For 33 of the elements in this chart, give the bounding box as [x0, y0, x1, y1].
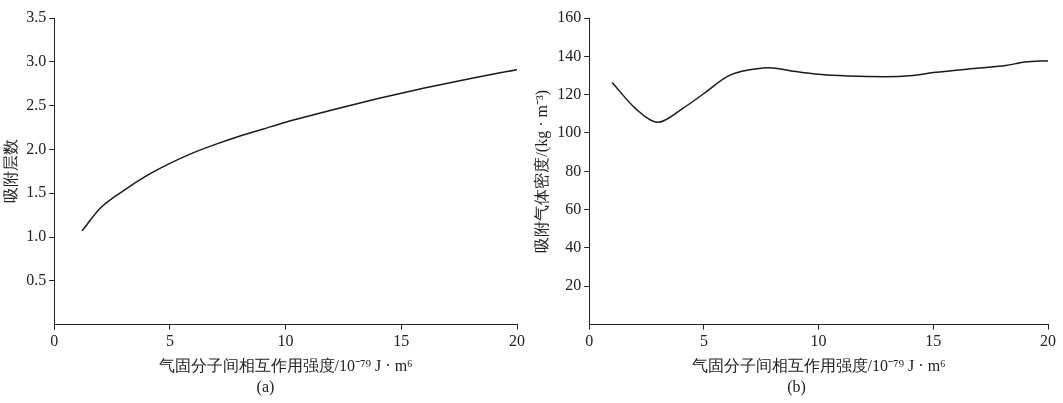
y-tick-label: 80 [565, 161, 582, 179]
line-series [81, 68, 517, 232]
y-tick-label: 60 [565, 199, 582, 217]
y-tick-label: 3.0 [26, 52, 47, 69]
x-tick-label: 5 [165, 332, 174, 350]
y-tick-label: 1.5 [26, 183, 47, 201]
y-axis-title: 吸附层数 [1, 139, 19, 204]
y-tick-label: 140 [557, 46, 582, 64]
y-tick-label: 40 [565, 238, 582, 256]
line-series [611, 59, 1048, 123]
x-axis-title: 气固分子间相互作用强度/10⁻⁷⁹ J · m⁶ [158, 356, 413, 374]
y-tick-label: 2.0 [26, 139, 47, 157]
x-tick-label: 0 [50, 332, 59, 350]
y-tick-label: 120 [557, 84, 582, 102]
y-axis-title: 吸附气体密度/(kg · m⁻³) [532, 89, 551, 253]
x-tick-label: 15 [925, 332, 942, 350]
y-tick-label: 20 [565, 276, 582, 294]
x-tick-label: 10 [810, 332, 827, 350]
x-tick-label: 10 [277, 332, 294, 350]
x-tick-label: 5 [699, 332, 708, 350]
text: (a) [255, 378, 276, 396]
x-tick-label: 15 [393, 332, 410, 350]
y-tick-label: 0.5 [26, 271, 47, 288]
x-axis-title: 气固分子间相互作用强度/10⁻⁷⁹ J · m⁶ [691, 356, 946, 374]
y-tick-label: 2.5 [26, 95, 47, 113]
x-tick-label: 20 [509, 332, 525, 350]
x-tick-label: 20 [1040, 332, 1056, 350]
x-tick-label: 0 [585, 332, 594, 350]
y-tick-label: 1.0 [26, 227, 47, 245]
y-tick-label: 160 [557, 8, 582, 26]
text: (b) [786, 378, 807, 396]
y-tick-label: 3.5 [26, 8, 47, 26]
y-tick-label: 100 [557, 123, 582, 141]
